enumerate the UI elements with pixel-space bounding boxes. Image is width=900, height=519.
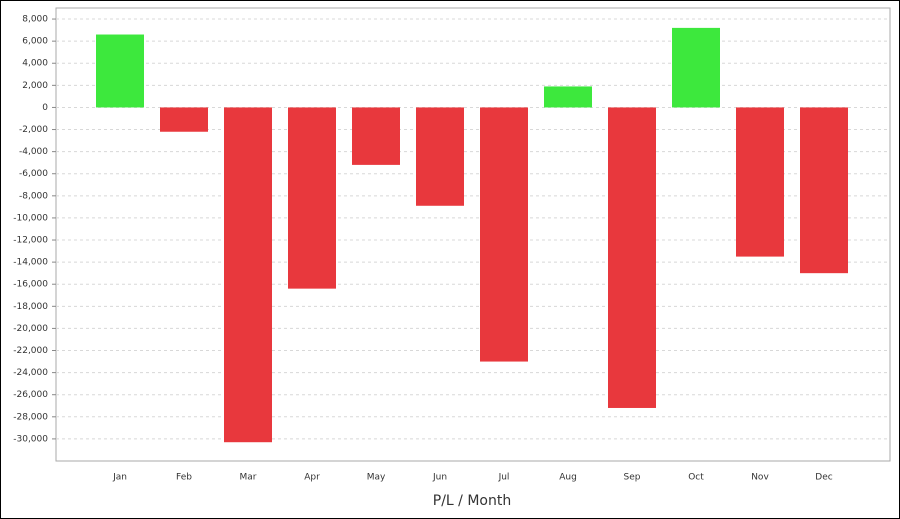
x-tick-label: Aug (559, 473, 577, 483)
y-tick-label: -14,000 (13, 258, 48, 268)
y-tick-label: -12,000 (13, 236, 48, 246)
y-tick-label: -24,000 (13, 368, 48, 378)
y-tick-label: 6,000 (22, 37, 48, 47)
y-tick-label: -22,000 (13, 346, 48, 356)
x-tick-label: Jul (498, 473, 510, 483)
y-tick-label: -4,000 (19, 147, 48, 157)
y-tick-label: -30,000 (13, 434, 48, 444)
x-tick-label: Dec (815, 473, 832, 483)
bar (96, 34, 144, 108)
y-tick-label: 4,000 (22, 59, 48, 69)
x-tick-label: Mar (240, 473, 257, 483)
bar (224, 107, 272, 443)
bar (736, 107, 784, 257)
y-tick-label: -20,000 (13, 324, 48, 334)
y-tick-label: 2,000 (22, 81, 48, 91)
bar (608, 107, 656, 408)
x-tick-label: May (367, 473, 386, 483)
y-tick-label: -8,000 (19, 191, 48, 201)
bar (672, 27, 720, 108)
bar (352, 107, 400, 165)
y-tick-label: -28,000 (13, 412, 48, 422)
bar (544, 86, 592, 108)
x-axis-title: P/L / Month (433, 493, 511, 509)
bar (160, 107, 208, 132)
y-tick-label: 0 (42, 103, 48, 113)
x-tick-label: Apr (304, 473, 320, 483)
y-tick-label: -6,000 (19, 169, 48, 179)
x-tick-label: Nov (751, 473, 769, 483)
bar (288, 107, 336, 289)
y-tick-label: -16,000 (13, 280, 48, 290)
y-tick-label: -10,000 (13, 213, 48, 223)
bar (480, 107, 528, 362)
y-tick-label: -26,000 (13, 390, 48, 400)
x-tick-label: Jun (432, 473, 447, 483)
x-tick-label: Sep (624, 473, 641, 483)
x-tick-label: Oct (688, 473, 704, 483)
y-tick-label: -18,000 (13, 302, 48, 312)
y-tick-label: -2,000 (19, 125, 48, 135)
bar (416, 107, 464, 206)
y-tick-label: 8,000 (22, 15, 48, 25)
x-tick-label: Feb (176, 473, 192, 483)
bar (800, 107, 848, 274)
x-tick-label: Jan (112, 473, 127, 483)
